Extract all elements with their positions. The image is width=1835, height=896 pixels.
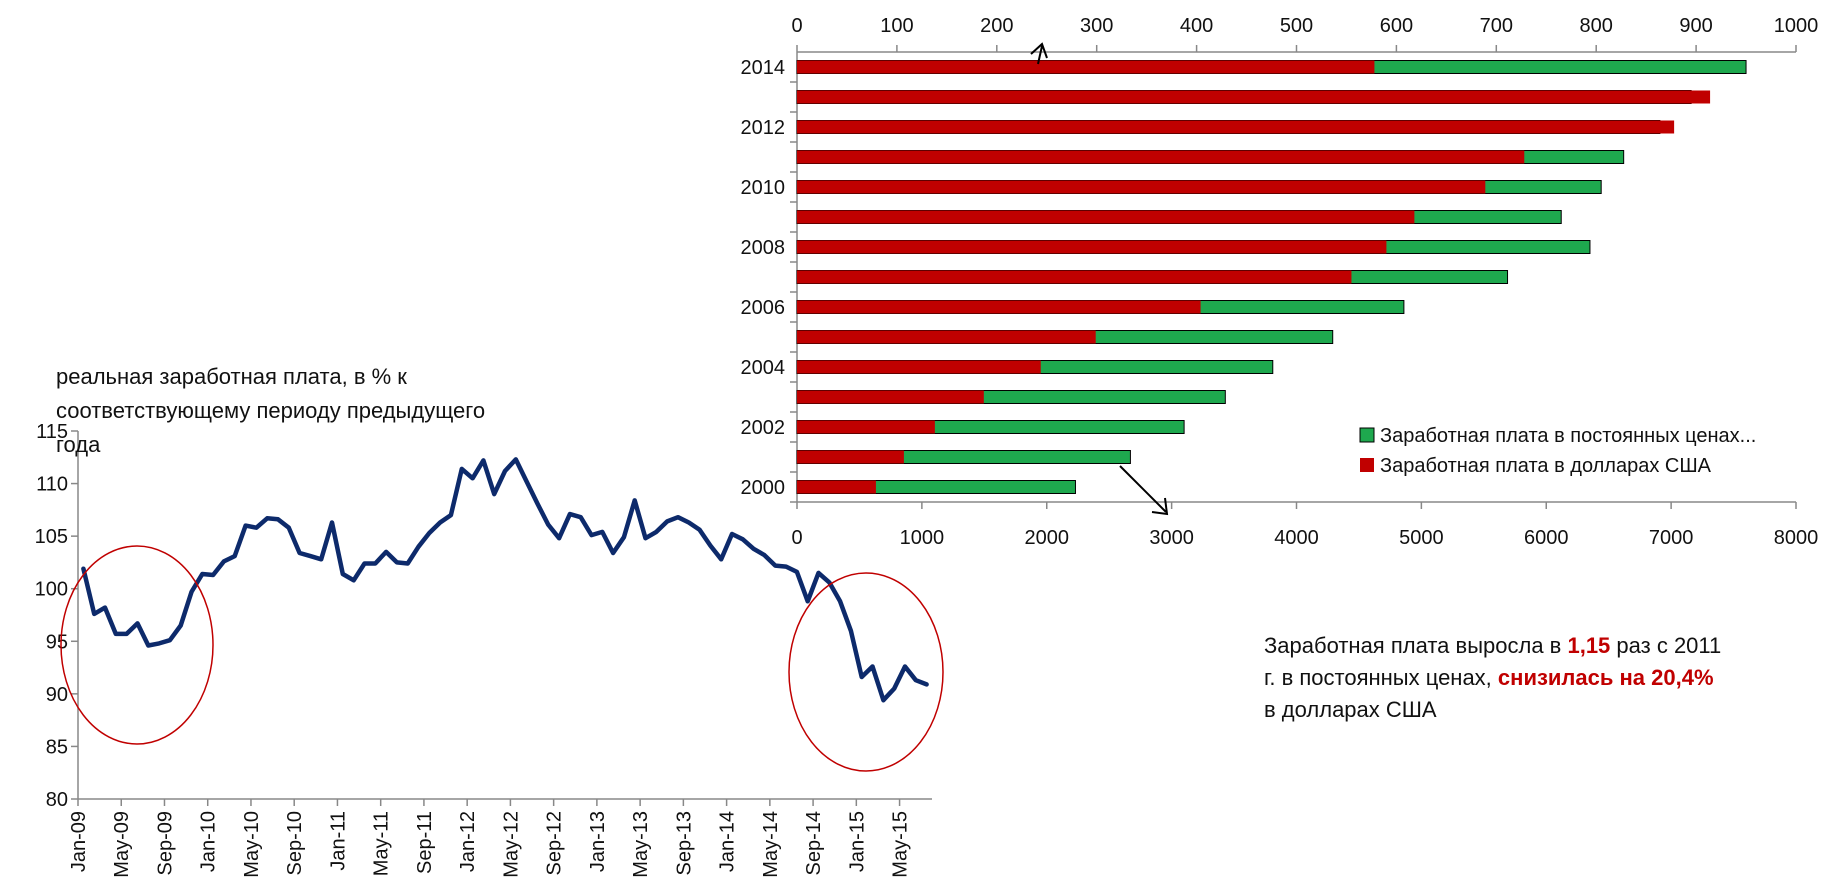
line-x-tick-label: Sep-11: [414, 811, 436, 874]
bar-usd: [797, 480, 876, 494]
bar-usd: [797, 210, 1415, 224]
dip-highlight-circle-2015: [788, 572, 944, 772]
legend-label-constant-prices: Заработная плата в постоянных ценах...: [1380, 425, 1756, 447]
line-y-tick-label: 105: [35, 526, 68, 548]
y-tick-label: 2000: [741, 477, 786, 499]
bottom-x-tick-label: 2000: [1025, 527, 1070, 549]
top-x-tick-label: 100: [880, 15, 913, 37]
bottom-x-tick-label: 1000: [900, 527, 945, 549]
bar-usd: [797, 420, 935, 434]
top-x-tick-label: 400: [1180, 15, 1213, 37]
real-wage-line-chart: 80 85 90 95 100 105 110 115 Jan-09 May-09 Sep-09 Ja…: [35, 421, 944, 878]
line-x-tick-label: Sep-14: [803, 811, 825, 876]
top-x-tick-label: 200: [980, 15, 1013, 37]
annotation-highlight-decline: снизилась на 20,4%: [1497, 665, 1714, 690]
line-x-tick-label: Jan-13: [587, 811, 609, 872]
top-x-tick-label: 500: [1280, 15, 1313, 37]
line-y-tick-label: 85: [46, 736, 68, 758]
top-x-tick-label: 700: [1480, 15, 1513, 37]
top-axis-arrow-head: [1030, 42, 1048, 59]
bar-usd: [797, 390, 984, 404]
y-tick-label: 2002: [741, 417, 786, 439]
bar-usd: [797, 120, 1675, 134]
y-tick-label: 2004: [741, 357, 786, 379]
top-x-tick-label: 600: [1380, 15, 1413, 37]
line-x-tick-label: May-15: [890, 811, 912, 878]
bottom-axis-arrow-line: [1119, 465, 1167, 513]
line-y-tick-label: 95: [46, 631, 68, 653]
line-x-tick-label: Sep-13: [673, 811, 695, 876]
bar-usd: [797, 180, 1486, 194]
line-x-tick-label: Jan-15: [846, 811, 868, 872]
bar-usd: [797, 90, 1711, 104]
bottom-x-tick-label: 6000: [1524, 527, 1569, 549]
y-tick-label: 2010: [741, 177, 786, 199]
bottom-x-tick-label: 0: [791, 527, 802, 549]
line-x-tick-label: May-13: [630, 811, 652, 878]
bar-usd: [797, 150, 1525, 164]
line-x-tick-label: Sep-12: [544, 811, 566, 876]
annotation-line3: в долларах США: [1264, 697, 1437, 722]
top-x-tick-label: 800: [1580, 15, 1613, 37]
legend-swatch-constant-prices: [1359, 427, 1375, 443]
bar-usd: [797, 270, 1352, 284]
line-y-tick-label: 100: [35, 579, 68, 601]
top-x-tick-label: 900: [1679, 15, 1712, 37]
bottom-x-tick-label: 5000: [1399, 527, 1444, 549]
line-x-tick-label: May-10: [241, 811, 263, 878]
y-tick-label: 2008: [741, 237, 786, 259]
bottom-x-tick-label: 8000: [1774, 527, 1819, 549]
line-y-tick-label: 110: [36, 474, 68, 496]
line-x-tick-label: Sep-10: [284, 811, 306, 876]
y-tick-label: 2006: [741, 297, 786, 319]
line-x-tick-label: Jan-09: [68, 811, 90, 872]
line-x-tick-label: May-14: [760, 811, 782, 878]
real-wage-series-line: [81, 457, 929, 703]
legend-swatch-usd: [1360, 458, 1374, 472]
annotation-highlight-growth: 1,15: [1567, 633, 1611, 658]
annotation-line1-suffix: раз с 2011: [1610, 633, 1722, 658]
line-x-tick-label: Jan-14: [717, 811, 739, 872]
line-x-tick-label: Jan-10: [198, 811, 220, 872]
bottom-x-tick-label: 7000: [1649, 527, 1694, 549]
bar-usd: [797, 330, 1096, 344]
bottom-x-tick-label: 3000: [1149, 527, 1194, 549]
dip-highlight-circle-2009: [60, 545, 214, 745]
bottom-axis-arrow-head: [1151, 497, 1169, 516]
line-x-tick-label: Jan-12: [457, 811, 479, 872]
y-tick-label: 2012: [741, 117, 786, 139]
bar-usd: [797, 60, 1375, 74]
line-x-tick-label: Sep-09: [154, 811, 176, 876]
bottom-x-tick-label: 4000: [1274, 527, 1319, 549]
line-chart-title: реальная заработная плата, в % к соответ…: [56, 364, 486, 457]
line-x-tick-label: May-09: [111, 811, 133, 878]
top-x-tick-label: 0: [791, 15, 802, 37]
top-axis-arrow-line: [1037, 45, 1043, 65]
legend-label-usd: Заработная плата в долларах США: [1380, 455, 1712, 477]
bar-usd: [797, 240, 1387, 254]
top-x-tick-label: 300: [1080, 15, 1113, 37]
bar-usd: [797, 300, 1201, 314]
line-y-tick-label: 115: [36, 421, 68, 443]
line-x-tick-label: May-12: [500, 811, 522, 878]
line-x-tick-label: Jan-11: [327, 811, 349, 871]
bar-usd: [797, 450, 904, 464]
wage-annotation: Заработная плата выросла в 1,15 раз с 20…: [1264, 630, 1824, 726]
line-y-tick-label: 80: [46, 789, 68, 811]
annotation-line2-prefix: г. в постоянных ценах,: [1264, 665, 1498, 690]
y-tick-label: 2014: [741, 57, 786, 79]
bar-usd: [797, 360, 1041, 374]
top-x-tick-label: 1000: [1774, 15, 1819, 37]
line-x-tick-label: May-11: [371, 811, 393, 876]
wage-bar-chart: 0 100 200 300 400 500 600 700 800 900 1000 0 1000 200…: [741, 15, 1819, 549]
line-y-tick-label: 90: [46, 684, 68, 706]
annotation-line1-prefix: Заработная плата выросла в: [1264, 633, 1568, 658]
